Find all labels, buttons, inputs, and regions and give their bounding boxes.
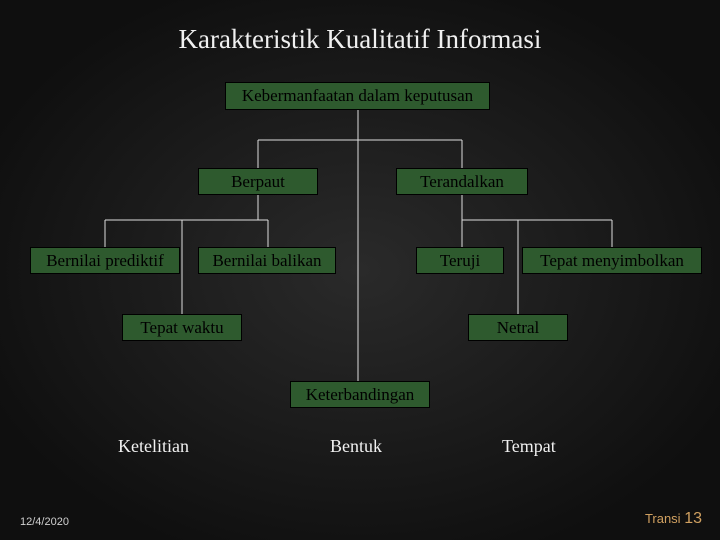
footer-page-label: Transi bbox=[645, 511, 681, 526]
node-tepatmen: Tepat menyimbolkan bbox=[522, 247, 702, 274]
label-ketelitian: Ketelitian bbox=[118, 436, 189, 457]
node-berpaut: Berpaut bbox=[198, 168, 318, 195]
node-netral: Netral bbox=[468, 314, 568, 341]
label-tempat: Tempat bbox=[502, 436, 556, 457]
node-root: Kebermanfaatan dalam keputusan bbox=[225, 82, 490, 110]
footer-page: Transi 13 bbox=[645, 510, 702, 528]
label-bentuk: Bentuk bbox=[330, 436, 382, 457]
node-keterband: Keterbandingan bbox=[290, 381, 430, 408]
page-title: Karakteristik Kualitatif Informasi bbox=[0, 24, 720, 55]
footer-page-num: 13 bbox=[684, 510, 702, 527]
node-balikan: Bernilai balikan bbox=[198, 247, 336, 274]
node-tepatwaktu: Tepat waktu bbox=[122, 314, 242, 341]
node-terandal: Terandalkan bbox=[396, 168, 528, 195]
node-teruji: Teruji bbox=[416, 247, 504, 274]
footer-date: 12/4/2020 bbox=[20, 516, 69, 528]
node-prediktif: Bernilai prediktif bbox=[30, 247, 180, 274]
